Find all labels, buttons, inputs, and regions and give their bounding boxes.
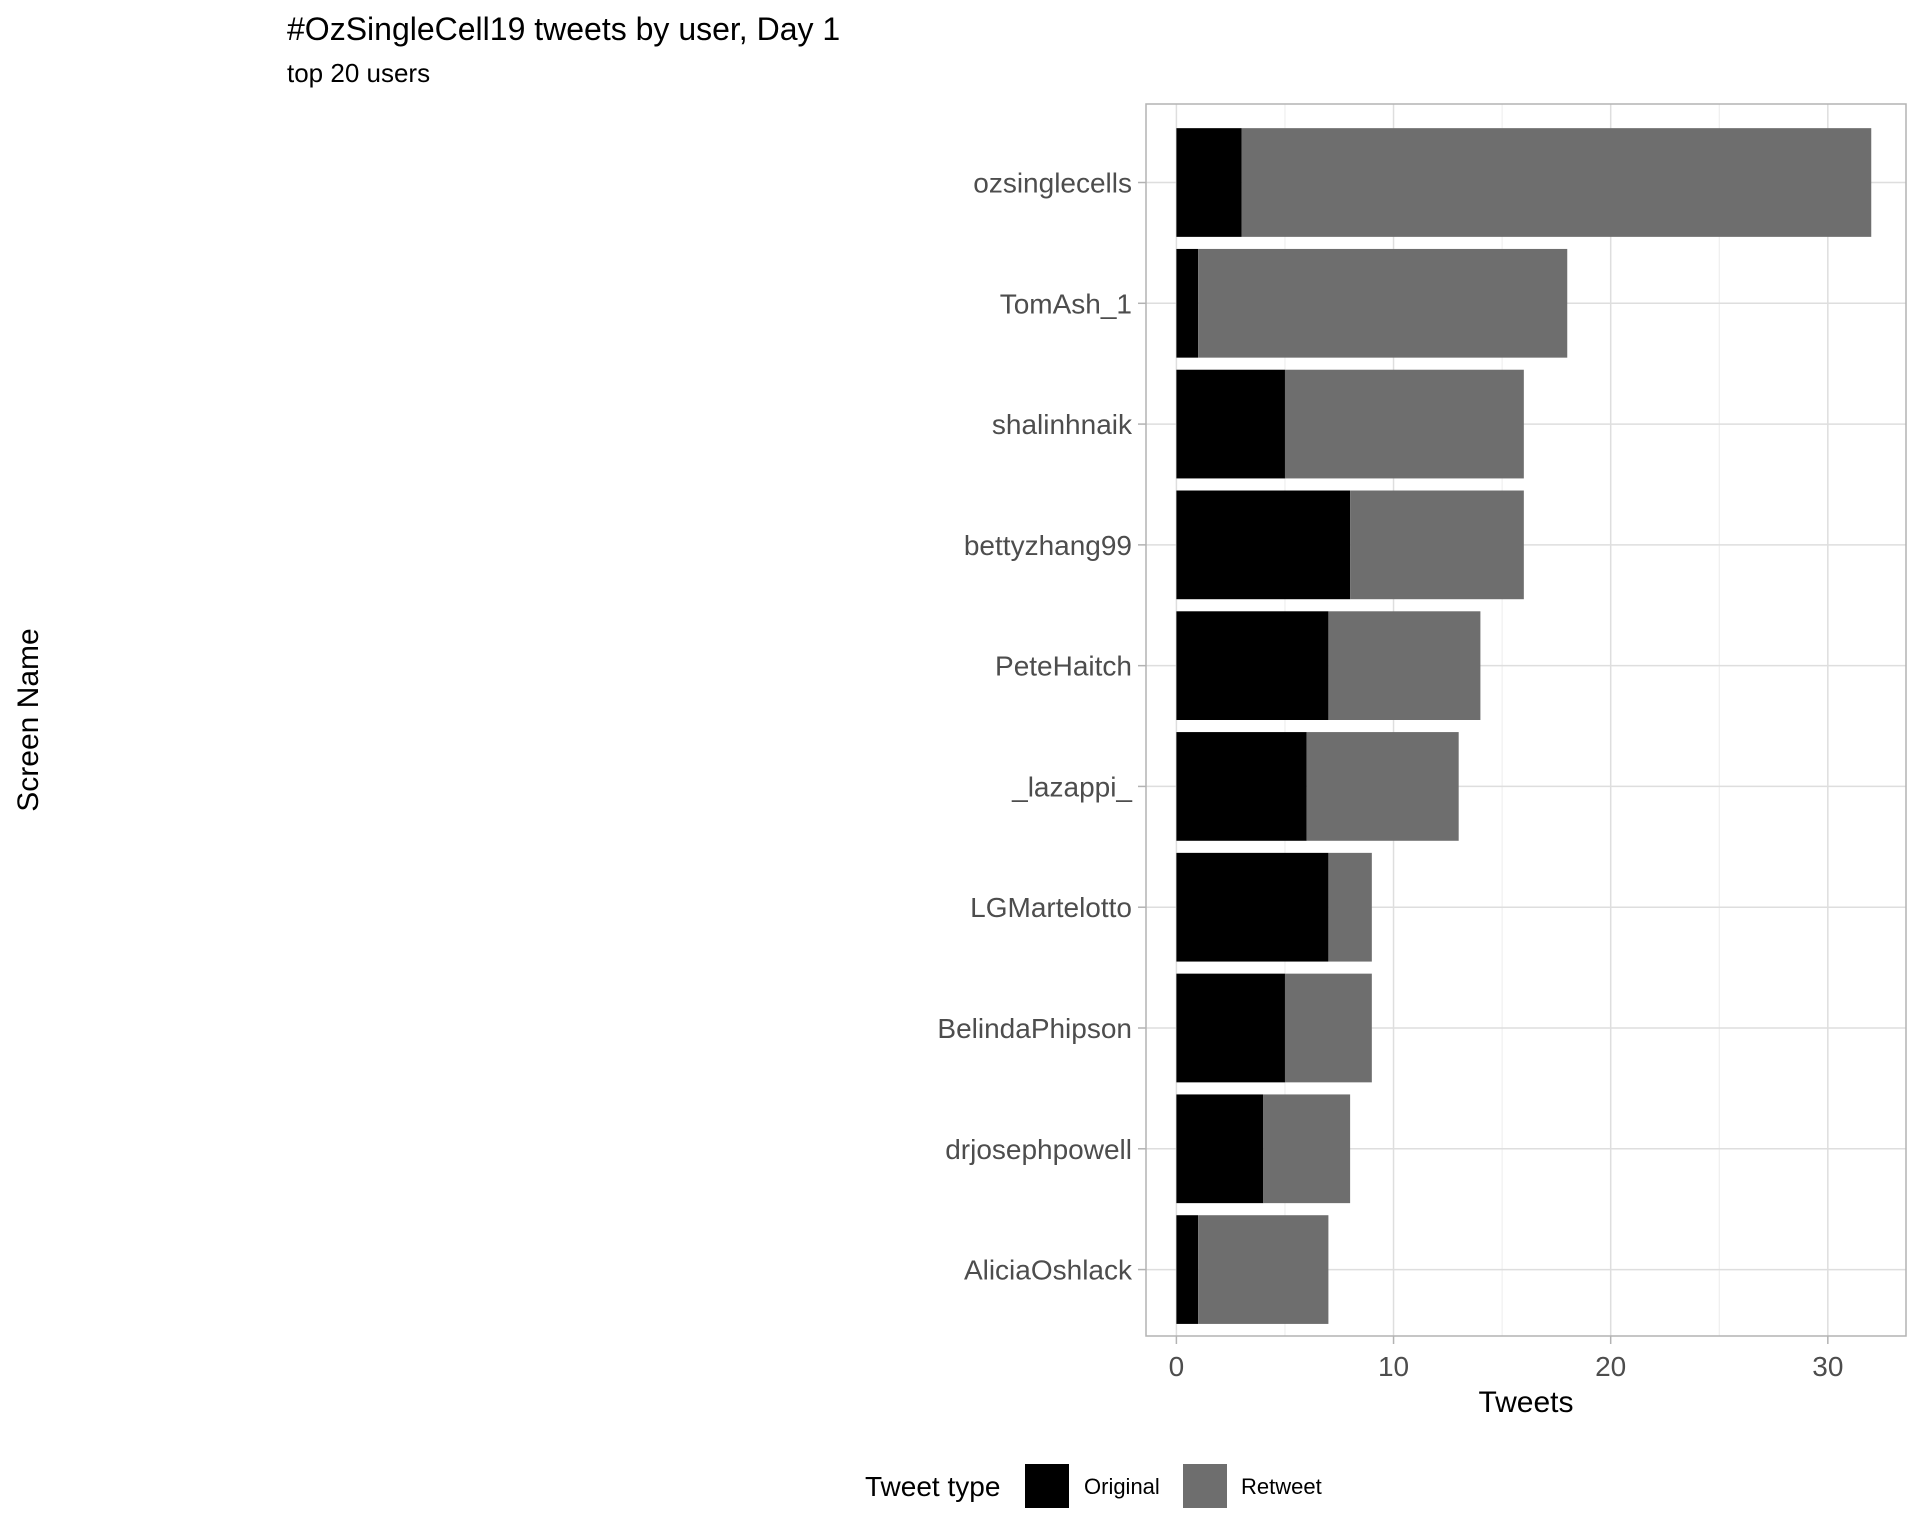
- chart-title: #OzSingleCell19 tweets by user, Day 1: [287, 11, 840, 47]
- legend-title: Tweet type: [865, 1471, 1000, 1502]
- bar-original-drjosephpowell: [1176, 1094, 1264, 1204]
- y-tick-label: TomAsh_1: [1000, 288, 1132, 319]
- y-tick-label: drjosephpowell: [945, 1134, 1132, 1165]
- bar-retweet-LGMartelotto: [1328, 852, 1372, 962]
- y-tick-label: ozsinglecells: [973, 168, 1132, 199]
- x-tick-label: 30: [1812, 1351, 1843, 1382]
- y-axis-ticks: ozsinglecells TomAsh_1 shalinhnaik bettyzha…: [937, 168, 1146, 1286]
- bar-original-ozsinglecells: [1176, 128, 1242, 237]
- bar-retweet-bettyzhang99: [1350, 490, 1524, 600]
- y-tick-label: shalinhnaik: [992, 409, 1133, 440]
- y-tick-label: _lazappi_: [1011, 771, 1132, 802]
- bar-original-BelindaPhipson: [1176, 973, 1285, 1083]
- bar-retweet-_lazappi_: [1306, 732, 1459, 841]
- plot-panel-border: [1145, 103, 1907, 1337]
- bar-retweet-shalinhnaik: [1284, 369, 1524, 479]
- bar-retweet-drjosephpowell: [1263, 1094, 1351, 1204]
- bar-original-PeteHaitch: [1176, 611, 1329, 720]
- bar-original-_lazappi_: [1176, 732, 1307, 841]
- y-tick-label: BelindaPhipson: [937, 1013, 1132, 1044]
- legend-label-retweet: Retweet: [1241, 1474, 1322, 1499]
- x-axis-ticks: 0 10 20 30: [1169, 1336, 1843, 1382]
- bar-retweet-PeteHaitch: [1328, 611, 1481, 720]
- bar-original-TomAsh_1: [1176, 248, 1199, 358]
- x-axis-title: Tweets: [1478, 1386, 1573, 1419]
- legend: Tweet type Original Retweet: [865, 1464, 1322, 1508]
- chart-subtitle: top 20 users: [287, 58, 430, 88]
- legend-key-original: [1025, 1464, 1069, 1508]
- bar-retweet-TomAsh_1: [1198, 248, 1568, 358]
- x-tick-label: 0: [1169, 1351, 1185, 1382]
- bar-original-bettyzhang99: [1176, 490, 1351, 600]
- y-axis-title: Screen Name: [12, 628, 45, 811]
- legend-key-retweet: [1183, 1464, 1227, 1508]
- y-tick-label: LGMartelotto: [970, 892, 1132, 923]
- bar-original-LGMartelotto: [1176, 852, 1329, 962]
- bar-original-shalinhnaik: [1176, 369, 1285, 479]
- y-tick-label: AliciaOshlack: [964, 1255, 1133, 1286]
- y-tick-label: bettyzhang99: [964, 530, 1132, 561]
- bar-retweet-BelindaPhipson: [1284, 973, 1372, 1083]
- legend-label-original: Original: [1084, 1474, 1160, 1499]
- bar-retweet-AliciaOshlack: [1198, 1215, 1329, 1324]
- bars: [1176, 128, 1872, 1324]
- bar-original-AliciaOshlack: [1176, 1215, 1199, 1324]
- y-tick-label: PeteHaitch: [995, 651, 1132, 682]
- x-tick-label: 10: [1378, 1351, 1409, 1382]
- x-tick-label: 20: [1595, 1351, 1626, 1382]
- bar-retweet-ozsinglecells: [1241, 128, 1872, 237]
